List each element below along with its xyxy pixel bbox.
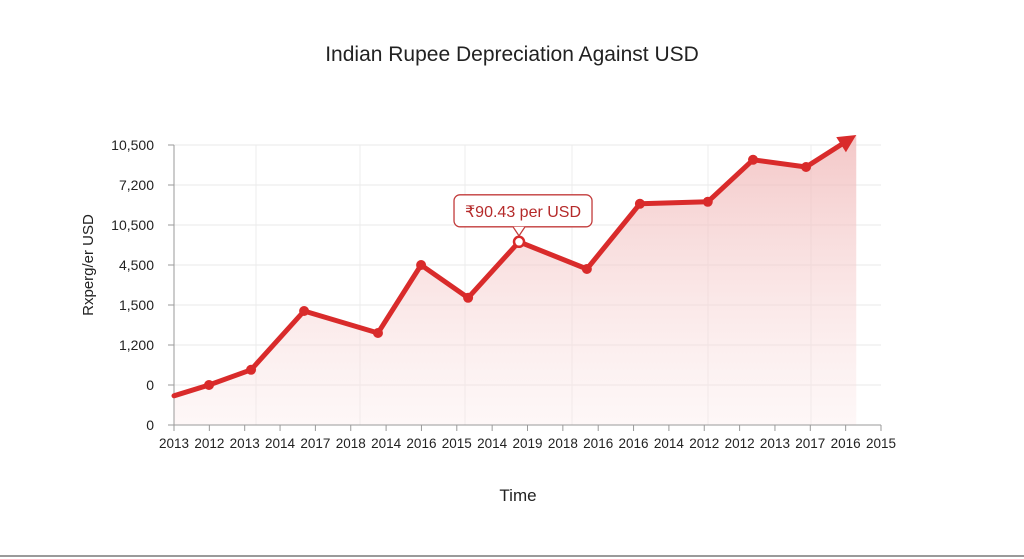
annotation-callout: ₹90.43 per USD [453, 194, 593, 237]
bottom-divider [0, 555, 1024, 557]
x-tick-label: 2014 [477, 436, 508, 451]
y-tick-label: 1,500 [119, 297, 154, 313]
x-tick-label: 2013 [760, 436, 790, 451]
y-tick-label: 7,200 [119, 177, 154, 193]
y-tick-label: 10,500 [111, 217, 154, 233]
x-tick-label: 2016 [619, 436, 649, 451]
x-tick-label: 2016 [406, 436, 436, 451]
data-point [372, 328, 383, 338]
data-point [748, 154, 759, 165]
data-point [634, 198, 645, 209]
chart-title: Indian Rupee Depreciation Against USD [325, 43, 699, 66]
y-tick-label: 0 [146, 417, 154, 433]
series-line [171, 138, 849, 399]
axes [168, 144, 882, 431]
area-fill [174, 135, 857, 425]
annotation-text: ₹90.43 per USD [465, 204, 581, 221]
x-tick-label: 2012 [725, 436, 755, 451]
data-point [801, 162, 812, 172]
data-point [581, 264, 592, 274]
y-tick-label: 4,500 [119, 257, 154, 273]
arrow-head-icon [836, 135, 857, 153]
x-tick-label: 2016 [831, 436, 861, 451]
x-tick-label: 2014 [654, 436, 685, 451]
x-tick-label: 2017 [300, 436, 330, 451]
annotation-pointer [512, 226, 526, 237]
x-tick-label: 2015 [866, 436, 896, 451]
data-point [203, 380, 214, 390]
x-tick-label: 2013 [230, 436, 260, 451]
x-tick-label: 2012 [689, 436, 719, 451]
tick-labels: 0 0 1,200 1,500 4,500 10,500 7,200 10,500 2013 20… [111, 137, 896, 451]
x-tick-label: 2018 [548, 436, 578, 451]
x-tick-label: 2012 [194, 436, 224, 451]
data-point [299, 306, 310, 316]
markers [203, 135, 857, 390]
data-point [246, 364, 257, 375]
data-point-highlighted [512, 235, 526, 249]
x-tick-label: 2014 [265, 436, 296, 451]
y-tick-label: 0 [146, 377, 154, 393]
x-tick-label: 2016 [583, 436, 613, 451]
x-tick-label: 2015 [442, 436, 472, 451]
x-tick-label: 2014 [371, 436, 402, 451]
data-point [463, 292, 474, 303]
x-tick-label: 2019 [512, 436, 542, 451]
y-axis-label: Rxperg/er USD [80, 214, 97, 316]
x-axis-label: Time [499, 486, 536, 505]
data-point [702, 196, 713, 207]
data-point [416, 260, 427, 270]
x-tick-label: 2018 [336, 436, 366, 451]
x-tick-label: 2017 [795, 436, 825, 451]
y-tick-label: 1,200 [119, 337, 154, 353]
y-tick-label: 10,500 [111, 137, 154, 153]
x-tick-label: 2013 [159, 436, 189, 451]
